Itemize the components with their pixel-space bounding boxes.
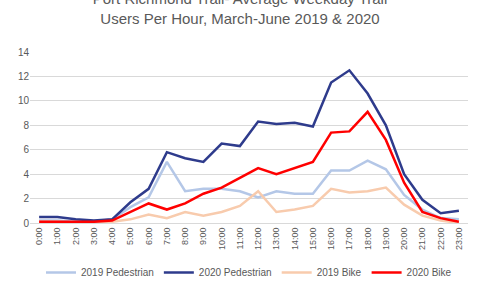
- svg-text:22:00: 22:00: [436, 228, 446, 251]
- svg-text:0:00: 0:00: [34, 228, 44, 246]
- svg-text:5:00: 5:00: [125, 228, 135, 246]
- svg-text:4: 4: [23, 169, 29, 180]
- svg-text:19:00: 19:00: [381, 228, 391, 251]
- svg-text:12:00: 12:00: [253, 228, 263, 251]
- svg-text:9:00: 9:00: [198, 228, 208, 246]
- svg-text:Port Richmond Trail- Average W: Port Richmond Trail- Average Weekday Tra…: [93, 0, 388, 27]
- svg-text:1:00: 1:00: [52, 228, 62, 246]
- svg-text:13:00: 13:00: [271, 228, 281, 251]
- svg-text:10:00: 10:00: [217, 228, 227, 251]
- svg-text:6: 6: [23, 144, 29, 155]
- svg-text:7:00: 7:00: [162, 228, 172, 246]
- svg-text:2019 Pedestrian: 2019 Pedestrian: [81, 267, 154, 278]
- svg-text:2: 2: [23, 193, 29, 204]
- svg-text:2020 Bike: 2020 Bike: [407, 267, 452, 278]
- svg-text:17:00: 17:00: [344, 228, 354, 251]
- svg-text:20:00: 20:00: [399, 228, 409, 251]
- svg-text:16:00: 16:00: [326, 228, 336, 251]
- svg-text:11:00: 11:00: [235, 228, 245, 250]
- svg-text:23:00: 23:00: [454, 228, 464, 251]
- svg-text:2:00: 2:00: [71, 228, 81, 246]
- svg-text:10: 10: [18, 95, 30, 106]
- svg-text:8: 8: [23, 120, 29, 131]
- svg-text:2019 Bike: 2019 Bike: [317, 267, 362, 278]
- svg-text:14: 14: [18, 47, 30, 58]
- svg-text:14:00: 14:00: [290, 228, 300, 251]
- svg-text:15:00: 15:00: [308, 228, 318, 251]
- svg-text:4:00: 4:00: [107, 228, 117, 246]
- svg-text:2020 Pedestrian: 2020 Pedestrian: [199, 267, 272, 278]
- svg-text:0: 0: [23, 218, 29, 229]
- svg-text:21:00: 21:00: [417, 228, 427, 251]
- svg-text:8:00: 8:00: [180, 228, 190, 246]
- svg-text:3:00: 3:00: [89, 228, 99, 246]
- svg-text:12: 12: [18, 71, 30, 82]
- svg-text:6:00: 6:00: [144, 228, 154, 246]
- svg-text:18:00: 18:00: [363, 228, 373, 251]
